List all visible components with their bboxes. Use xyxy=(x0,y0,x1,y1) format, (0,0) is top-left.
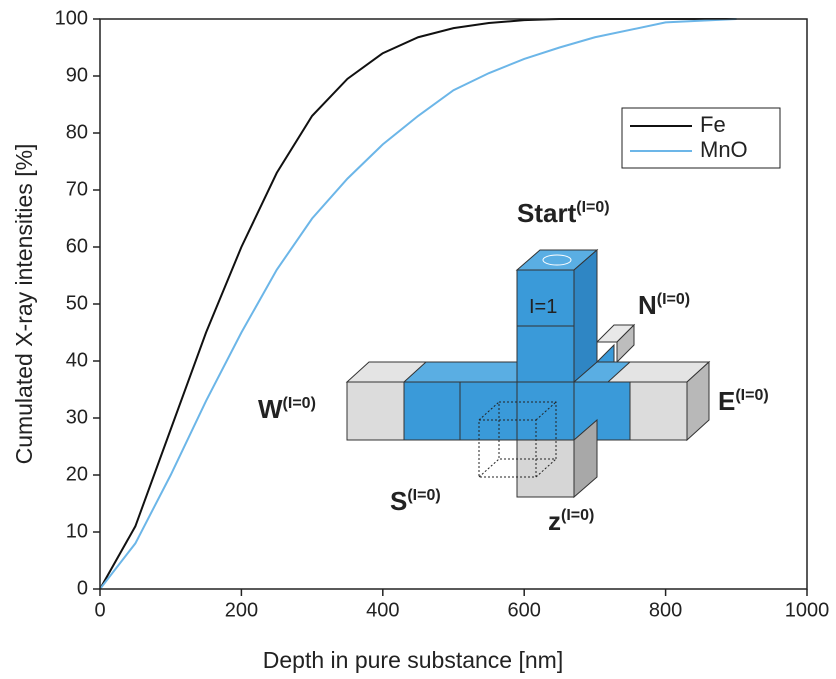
annotation: N(I=0) xyxy=(638,290,690,320)
y-tick-label: 30 xyxy=(66,406,88,428)
annotation: I=1 xyxy=(529,296,557,318)
y-tick-label: 10 xyxy=(66,520,88,542)
y-tick-label: 50 xyxy=(66,292,88,314)
x-tick-label: 400 xyxy=(366,599,399,621)
y-tick-label: 90 xyxy=(66,64,88,86)
y-tick-label: 20 xyxy=(66,463,88,485)
y-tick-label: 60 xyxy=(66,235,88,257)
series-line xyxy=(99,18,737,590)
y-tick-label: 100 xyxy=(55,7,88,29)
annotation: S(I=0) xyxy=(390,486,441,516)
x-tick-label: 800 xyxy=(649,599,682,621)
x-tick-label: 600 xyxy=(508,599,541,621)
annotation: E(I=0) xyxy=(718,386,769,416)
x-tick-label: 200 xyxy=(225,599,258,621)
y-axis-label: Cumulated X-ray intensities [%] xyxy=(11,144,37,465)
legend-label: MnO xyxy=(700,137,748,162)
y-tick-label: 0 xyxy=(77,577,88,599)
y-tick-label: 80 xyxy=(66,121,88,143)
plot-frame xyxy=(99,18,808,590)
cube-diagram xyxy=(345,248,711,499)
annotation: W(I=0) xyxy=(258,394,316,424)
y-tick-label: 70 xyxy=(66,178,88,200)
x-tick-label: 0 xyxy=(94,599,105,621)
x-tick-label: 1000 xyxy=(785,599,830,621)
annotation: z(I=0) xyxy=(548,506,594,536)
legend-box xyxy=(621,107,781,169)
legend-label: Fe xyxy=(700,112,726,137)
x-axis-label: Depth in pure substance [nm] xyxy=(263,647,563,673)
y-tick-label: 40 xyxy=(66,349,88,371)
annotation: Start(I=0) xyxy=(517,198,610,228)
